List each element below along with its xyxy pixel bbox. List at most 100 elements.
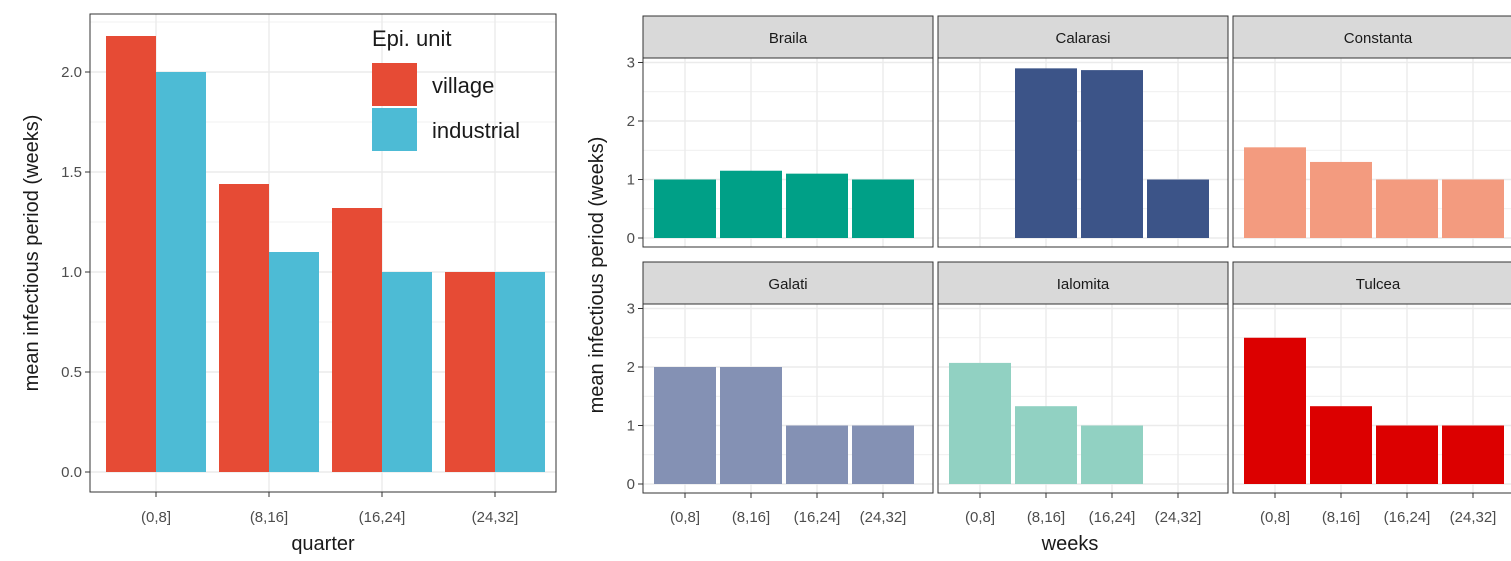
legend: Epi. unit village industrial bbox=[372, 26, 520, 151]
bar-calarasi-16-24 bbox=[1081, 70, 1143, 238]
y-tick-label: 0 bbox=[627, 230, 635, 247]
y-tick-label: 1.5 bbox=[61, 164, 82, 181]
facet-ialomita: Ialomita (0,8] (8,16] (16,24] (24,32] bbox=[937, 261, 1229, 526]
facet-panel-border bbox=[642, 303, 934, 494]
bar-industrial-8-16 bbox=[269, 252, 319, 472]
facet-strip bbox=[1232, 261, 1511, 305]
bar-galati-0-8 bbox=[654, 367, 716, 484]
x-tick-label: (24,32] bbox=[1155, 509, 1202, 526]
bar-industrial-0-8 bbox=[156, 72, 206, 472]
y-tick-label: 0 bbox=[627, 476, 635, 493]
x-tick-label: (0,8] bbox=[965, 509, 995, 526]
bar-tulcea-8-16 bbox=[1310, 406, 1372, 484]
bar-village-16-24 bbox=[332, 208, 382, 472]
left-panel-border bbox=[89, 13, 557, 493]
facet-strip-label: Braila bbox=[769, 30, 808, 47]
left-bars bbox=[106, 36, 545, 472]
y-tick-label: 1 bbox=[627, 172, 635, 189]
legend-label-village: village bbox=[432, 73, 494, 98]
legend-key-industrial bbox=[372, 108, 417, 151]
bar-ialomita-16-24 bbox=[1081, 425, 1143, 484]
facet-galati: Galati 0 1 2 3 (0,8] (8,16] (16,24] (24,32] bbox=[627, 261, 934, 526]
x-tick-label: (16,24] bbox=[359, 509, 406, 526]
bar-constanta-24-32 bbox=[1442, 179, 1504, 238]
x-tick-label: (24,32] bbox=[860, 509, 907, 526]
x-tick-label: (16,24] bbox=[794, 509, 841, 526]
bar-tulcea-0-8 bbox=[1244, 337, 1306, 484]
x-tick-label: (8,16] bbox=[732, 509, 770, 526]
legend-label-industrial: industrial bbox=[432, 118, 520, 143]
bar-village-8-16 bbox=[219, 184, 269, 472]
right-chart: Braila 0 1 2 3 Calarasi Constanta Galati 0 1 2 3 (0,… bbox=[586, 15, 1511, 555]
left-y-ticks: 0.0 0.5 1.0 1.5 2.0 bbox=[61, 64, 90, 481]
bar-calarasi-24-32 bbox=[1147, 179, 1209, 238]
bar-industrial-24-32 bbox=[495, 272, 545, 472]
facet-braila: Braila 0 1 2 3 bbox=[627, 15, 934, 248]
facet-strip bbox=[1232, 15, 1511, 59]
facet-panel-border bbox=[642, 57, 934, 248]
x-tick-label: (8,16] bbox=[250, 509, 288, 526]
x-tick-label: (8,16] bbox=[1027, 509, 1065, 526]
left-chart: 0.0 0.5 1.0 1.5 2.0 (0,8] (8,16] (16,24] (24,32… bbox=[21, 13, 557, 555]
facet-calarasi: Calarasi bbox=[937, 15, 1229, 248]
bar-industrial-16-24 bbox=[382, 272, 432, 472]
x-tick-label: (0,8] bbox=[670, 509, 700, 526]
bar-village-0-8 bbox=[106, 36, 156, 472]
y-tick-label: 2 bbox=[627, 113, 635, 130]
legend-title: Epi. unit bbox=[372, 26, 452, 51]
bar-calarasi-8-16 bbox=[1015, 68, 1077, 238]
bar-tulcea-24-32 bbox=[1442, 425, 1504, 484]
facet-strip bbox=[642, 261, 934, 305]
x-tick-label: (16,24] bbox=[1089, 509, 1136, 526]
facet-panel-border bbox=[1232, 303, 1511, 494]
x-tick-label: (0,8] bbox=[141, 509, 171, 526]
facet-strip-label: Constanta bbox=[1344, 30, 1413, 47]
x-tick-label: (24,32] bbox=[472, 509, 519, 526]
facet-strip-label: Calarasi bbox=[1055, 30, 1110, 47]
facet-panel-border bbox=[937, 303, 1229, 494]
y-tick-label: 2.0 bbox=[61, 64, 82, 81]
bar-braila-16-24 bbox=[786, 173, 848, 238]
y-tick-label: 1 bbox=[627, 418, 635, 435]
y-tick-label: 1.0 bbox=[61, 264, 82, 281]
facet-strip bbox=[937, 261, 1229, 305]
bar-tulcea-16-24 bbox=[1376, 425, 1438, 484]
bar-galati-16-24 bbox=[786, 425, 848, 484]
x-tick-label: (24,32] bbox=[1450, 509, 1497, 526]
facet-strip-label: Tulcea bbox=[1356, 276, 1401, 293]
bar-braila-24-32 bbox=[852, 179, 914, 238]
legend-key-village bbox=[372, 63, 417, 106]
left-x-axis-title: quarter bbox=[291, 533, 355, 555]
left-x-ticks: (0,8] (8,16] (16,24] (24,32] bbox=[141, 492, 518, 526]
facet-panel-border bbox=[937, 57, 1229, 248]
y-tick-label: 0.0 bbox=[61, 464, 82, 481]
facet-strip-label: Galati bbox=[768, 276, 807, 293]
facet-strip-label: Ialomita bbox=[1057, 276, 1110, 293]
bar-constanta-8-16 bbox=[1310, 161, 1372, 238]
facet-constanta: Constanta bbox=[1232, 15, 1511, 248]
bar-braila-8-16 bbox=[720, 170, 782, 238]
bar-braila-0-8 bbox=[654, 179, 716, 238]
facet-grid: Braila 0 1 2 3 Calarasi Constanta Galati 0 1 2 3 (0,… bbox=[627, 15, 1511, 526]
facet-strip bbox=[642, 15, 934, 59]
bar-galati-8-16 bbox=[720, 367, 782, 484]
x-tick-label: (16,24] bbox=[1384, 509, 1431, 526]
bar-constanta-16-24 bbox=[1376, 179, 1438, 238]
left-y-axis-title: mean infectious period (weeks) bbox=[21, 115, 43, 392]
y-tick-label: 3 bbox=[627, 55, 635, 72]
bar-constanta-0-8 bbox=[1244, 147, 1306, 238]
bar-ialomita-0-8 bbox=[949, 362, 1011, 484]
facet-strip bbox=[937, 15, 1229, 59]
bar-village-24-32 bbox=[445, 272, 495, 472]
bar-ialomita-8-16 bbox=[1015, 406, 1077, 484]
y-tick-label: 2 bbox=[627, 359, 635, 376]
y-tick-label: 3 bbox=[627, 301, 635, 318]
y-tick-label: 0.5 bbox=[61, 364, 82, 381]
facet-panel-border bbox=[1232, 57, 1511, 248]
bar-galati-24-32 bbox=[852, 425, 914, 484]
right-x-axis-title: weeks bbox=[1041, 533, 1099, 555]
x-tick-label: (0,8] bbox=[1260, 509, 1290, 526]
facet-tulcea: Tulcea (0,8] (8,16] (16,24] (24,32] bbox=[1232, 261, 1511, 526]
right-y-axis-title: mean infectious period (weeks) bbox=[586, 137, 608, 414]
